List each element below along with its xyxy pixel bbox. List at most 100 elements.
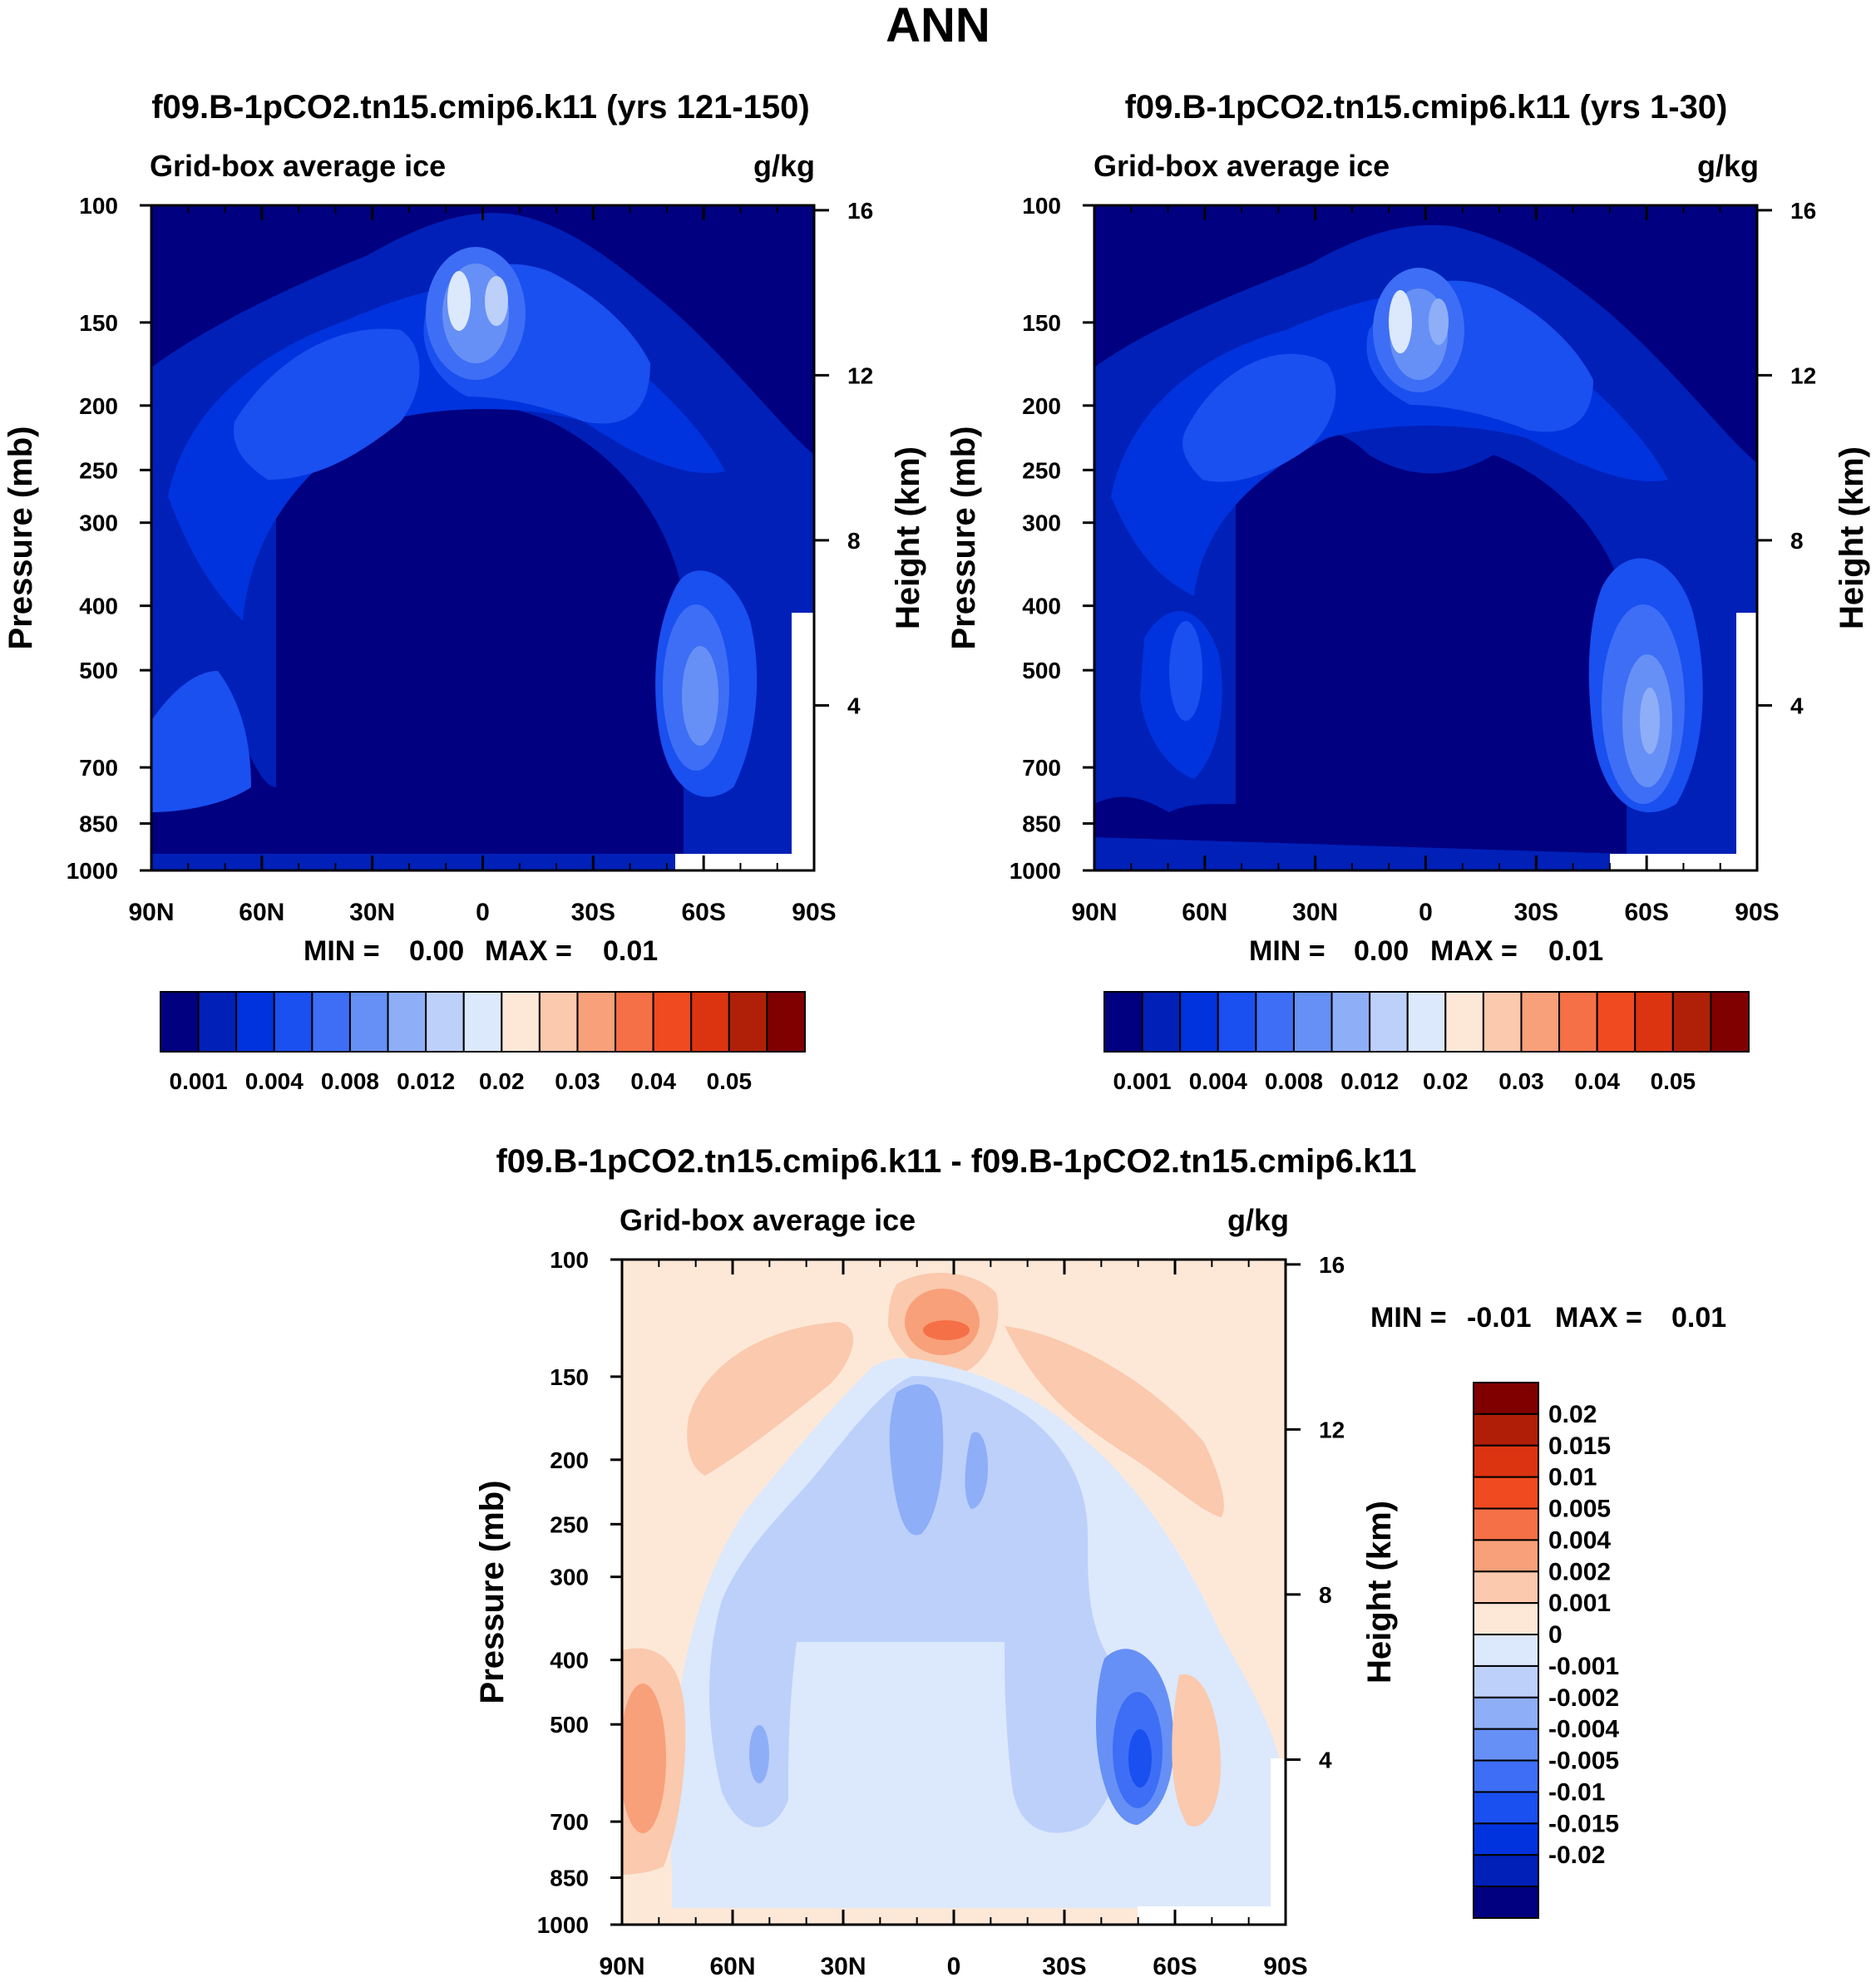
- panel-2-title: f09.B-1pCO2.tn15.cmip6.k11 (yrs 1-30): [1125, 89, 1728, 126]
- y-tick-label: 300: [550, 1565, 589, 1590]
- colorbar-swatch: [1473, 1854, 1539, 1888]
- colorbar-label: 0.005: [1548, 1496, 1611, 1523]
- x-tick-label: 30S: [1514, 899, 1558, 926]
- panel-diff-plot: [622, 1260, 1286, 1925]
- colorbar-swatch: [1141, 991, 1182, 1053]
- colorbar-swatch: [425, 991, 465, 1053]
- colorbar-label: 0.008: [1265, 1068, 1323, 1094]
- y2-tick-label: 12: [1790, 362, 1816, 388]
- colorbar-swatch: [1406, 991, 1447, 1053]
- panel-1-min-value: 0.00: [409, 935, 464, 967]
- y-tick-label: 400: [1022, 594, 1061, 619]
- colorbar-swatch: [197, 991, 238, 1053]
- x-tick-label: 0: [947, 1953, 961, 1980]
- colorbar-label: -0.005: [1548, 1748, 1619, 1775]
- colorbar-swatch: [1473, 1507, 1539, 1541]
- panel-2-core-3: [1389, 290, 1412, 353]
- colorbar-swatch: [1671, 991, 1712, 1053]
- colorbar-swatch: [160, 991, 200, 1053]
- x-tick-label: 30S: [1042, 1953, 1086, 1980]
- y-tick-label: 500: [1022, 658, 1061, 683]
- y2-tick-label: 4: [1319, 1747, 1332, 1772]
- x-tick-label: 60S: [1153, 1953, 1197, 1980]
- x-tick-label: 90S: [1735, 899, 1779, 926]
- colorbar-swatch: [1473, 1634, 1539, 1667]
- panel-1-subtitle-left: Grid-box average ice: [150, 149, 446, 183]
- colorbar-swatch: [1255, 991, 1295, 1053]
- colorbar-swatch: [1444, 991, 1484, 1053]
- x-tick-label: 60N: [709, 1953, 755, 1980]
- x-tick-label: 90S: [792, 899, 836, 926]
- colorbar-label: -0.01: [1548, 1778, 1605, 1806]
- y2-tick-label: 16: [847, 198, 873, 224]
- colorbar-swatch: [652, 991, 693, 1053]
- y-tick-label: 1000: [67, 858, 118, 884]
- panel-1: f09.B-1pCO2.tn15.cmip6.k11 (yrs 121-150)…: [2, 89, 926, 1094]
- colorbar-swatch: [1103, 991, 1143, 1053]
- colorbar-label: 0.03: [1498, 1068, 1544, 1094]
- colorbar-label: 0.05: [1651, 1068, 1696, 1094]
- x-tick-label: 90N: [128, 899, 174, 926]
- colorbar-label: 0.002: [1548, 1558, 1611, 1585]
- y2-tick-label: 8: [1319, 1582, 1332, 1608]
- x-tick-label: 0: [476, 899, 490, 926]
- panel-1-title: f09.B-1pCO2.tn15.cmip6.k11 (yrs 121-150): [151, 89, 810, 126]
- panel-1-contour-nh: [151, 671, 251, 812]
- panel-1-ylabel: Pressure (mb): [2, 426, 39, 650]
- colorbar-swatch: [1473, 1886, 1539, 1920]
- y2-tick-label: 12: [847, 362, 873, 388]
- colorbar-swatch: [1369, 991, 1409, 1053]
- x-tick-label: 30N: [1292, 899, 1338, 926]
- panel-1-max-label: MAX =: [485, 935, 572, 967]
- colorbar-swatch: [1292, 991, 1333, 1053]
- y-tick-label: 850: [550, 1866, 589, 1891]
- panel-diff-pos-nh-low-core: [622, 1684, 666, 1833]
- colorbar-label: 0.04: [630, 1068, 676, 1094]
- colorbar-label: -0.002: [1548, 1684, 1619, 1712]
- colorbar-swatch: [348, 991, 389, 1053]
- colorbar-label: 0.01: [1548, 1464, 1597, 1491]
- panel-diff-neg-b: [889, 1384, 944, 1536]
- x-tick-label: 60S: [1624, 899, 1668, 926]
- colorbar-swatch: [311, 991, 351, 1053]
- y-tick-label: 200: [550, 1447, 589, 1473]
- panel-diff-neg-sh-peak: [1128, 1729, 1152, 1787]
- colorbar-swatch: [462, 991, 503, 1053]
- y-tick-label: 400: [79, 594, 118, 619]
- y-tick-label: 1000: [1010, 858, 1061, 884]
- colorbar-label: -0.004: [1548, 1716, 1619, 1743]
- colorbar-swatch: [1473, 1791, 1539, 1825]
- y-tick-label: 100: [79, 193, 118, 219]
- colorbar-swatch: [235, 991, 275, 1053]
- y-tick-label: 850: [79, 811, 118, 837]
- x-tick-label: 60N: [1182, 899, 1227, 926]
- panel-1-plot: [151, 205, 814, 870]
- colorbar-label: 0.015: [1548, 1432, 1611, 1460]
- y2-tick-label: 12: [1319, 1417, 1345, 1442]
- panel-1-min-label: MIN =: [304, 935, 380, 967]
- colorbar-swatch: [1473, 1696, 1539, 1730]
- colorbar-swatch: [1596, 991, 1637, 1053]
- y-tick-label: 250: [550, 1511, 589, 1537]
- panel-diff-ylabel: Pressure (mb): [474, 1481, 511, 1704]
- y-tick-label: 400: [550, 1648, 589, 1674]
- panel-2-min-value: 0.00: [1354, 935, 1409, 967]
- x-tick-label: 0: [1419, 899, 1433, 926]
- y-tick-label: 1000: [537, 1912, 589, 1938]
- x-tick-label: 90N: [1071, 899, 1117, 926]
- y-tick-label: 200: [1022, 393, 1061, 419]
- panel-2-ylabel2: Height (km): [1834, 446, 1870, 629]
- panel-diff-min-value: -0.01: [1467, 1302, 1532, 1334]
- panel-1-sh-core-2: [682, 646, 718, 746]
- colorbar-swatch: [1217, 991, 1257, 1053]
- panel-diff-neg-a: [709, 1376, 1128, 1833]
- y-tick-label: 100: [1022, 193, 1061, 219]
- colorbar-swatch: [1473, 1382, 1539, 1415]
- panel-diff-title: f09.B-1pCO2.tn15.cmip6.k11 - f09.B-1pCO2…: [496, 1143, 1416, 1180]
- colorbar-swatch: [1473, 1822, 1539, 1856]
- panel-2-min-label: MIN =: [1249, 935, 1326, 967]
- panel-diff-neg-c: [965, 1432, 988, 1509]
- panel-2-surface-mask-2: [1736, 613, 1757, 870]
- panel-1-subtitle-right: g/kg: [753, 149, 815, 183]
- colorbar-swatch: [728, 991, 768, 1053]
